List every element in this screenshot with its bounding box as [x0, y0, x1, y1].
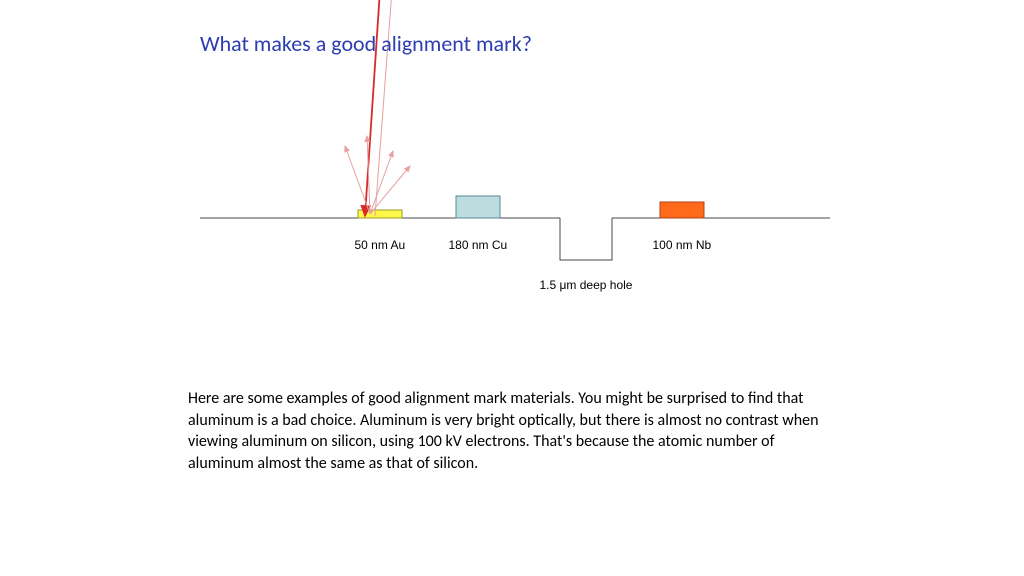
page-title: What makes a good alignment mark?: [200, 30, 532, 57]
deep-hole: [560, 218, 612, 260]
explanation-paragraph: Here are some examples of good alignment…: [188, 388, 828, 474]
diagram-svg: [0, 0, 1024, 576]
label-au: 50 nm Au: [355, 238, 406, 252]
mark-cu: [456, 196, 500, 218]
label-nb: 100 nm Nb: [653, 238, 712, 252]
backscatter-arrow-2: [370, 151, 393, 214]
label-hole: 1.5 μm deep hole: [540, 278, 633, 292]
label-cu: 180 nm Cu: [449, 238, 508, 252]
mark-nb: [660, 202, 704, 218]
backscatter-arrow-3: [370, 166, 410, 214]
backscatter-arrow-0: [345, 146, 370, 214]
